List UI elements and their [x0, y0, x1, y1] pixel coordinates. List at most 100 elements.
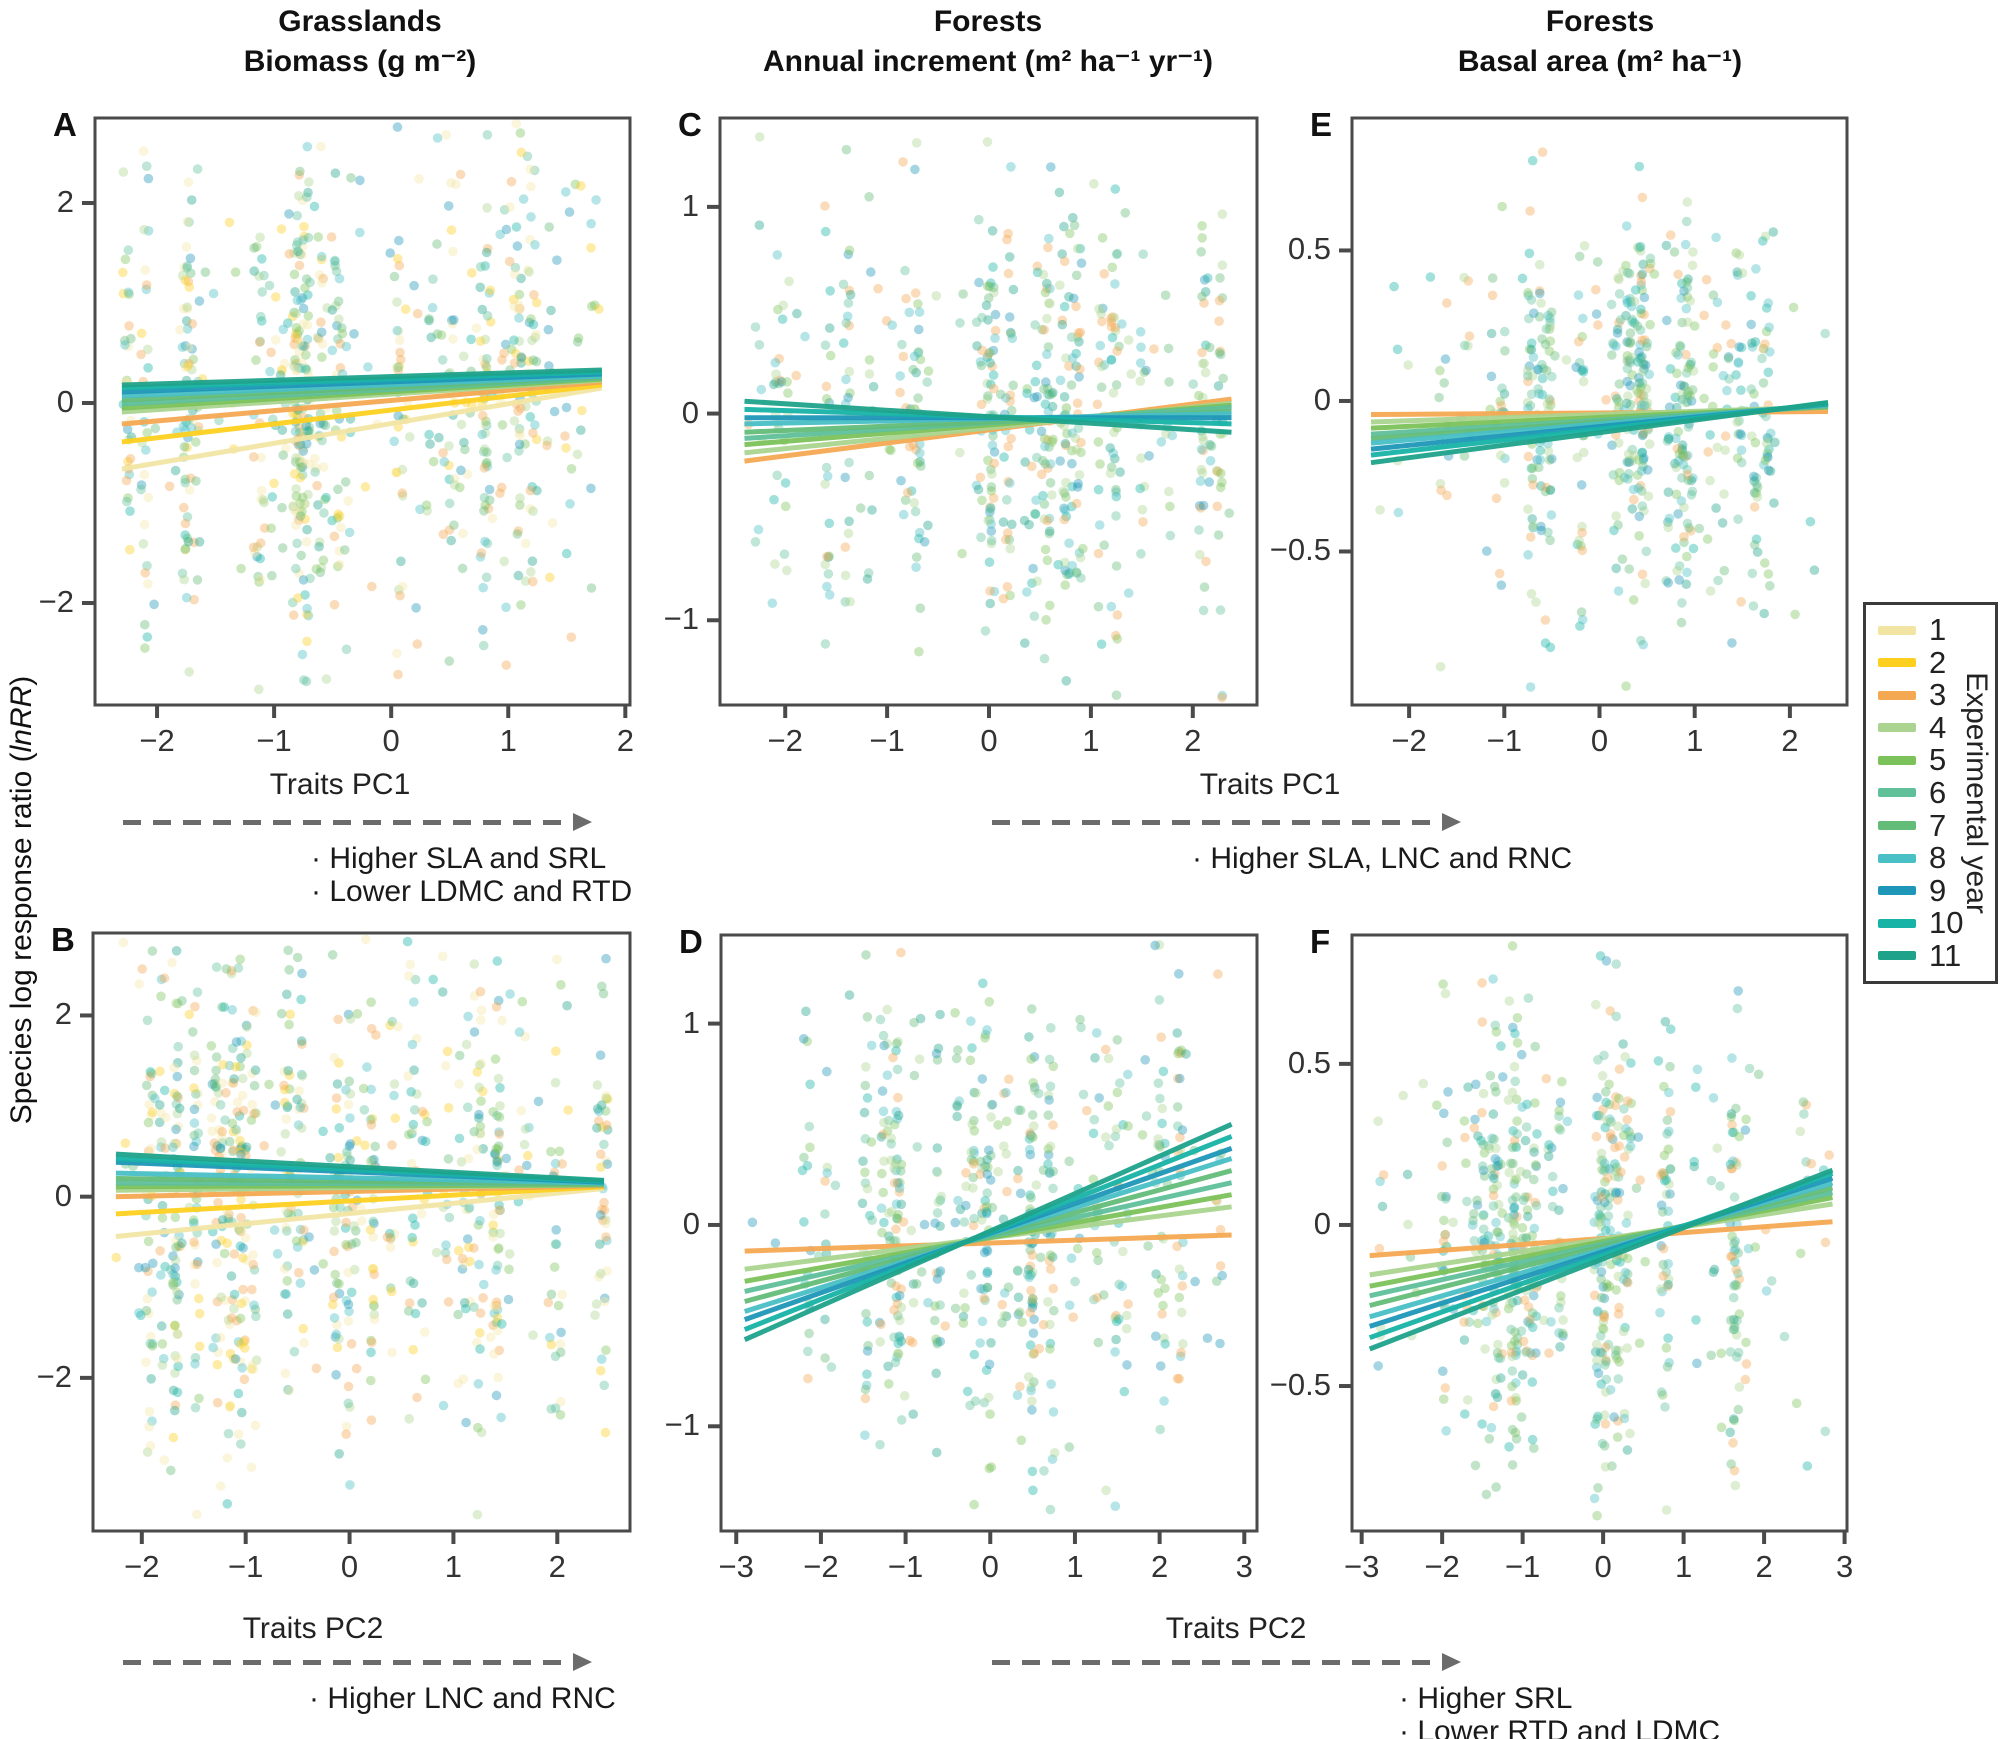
scatter-point [1723, 353, 1734, 364]
scatter-point [1044, 390, 1055, 400]
scatter-point [334, 1123, 345, 1133]
scatter-point [791, 370, 801, 381]
scatter-point [233, 963, 244, 973]
scatter-point [523, 265, 533, 275]
scatter-point [155, 1246, 165, 1256]
scatter-point [1536, 521, 1546, 532]
scatter-point [1403, 1219, 1413, 1230]
scatter-point [301, 364, 311, 375]
scatter-point [1504, 1442, 1514, 1452]
scatter-point [145, 1441, 156, 1451]
scatter-point [513, 300, 524, 310]
scatter-point [1622, 351, 1633, 361]
scatter-point [989, 287, 999, 298]
scatter-point [1093, 548, 1104, 559]
scatter-point [476, 1058, 487, 1069]
scatter-point [281, 1222, 291, 1233]
scatter-point [1614, 1064, 1625, 1074]
scatter-point [1043, 1159, 1053, 1169]
scatter-point [1160, 1283, 1170, 1294]
scatter-point [222, 1453, 233, 1463]
scatter-point [1112, 1087, 1123, 1098]
scatter-point [1030, 509, 1041, 519]
scatter-point [280, 1129, 291, 1139]
scatter-point [1202, 273, 1213, 283]
scatter-point [1623, 1277, 1633, 1288]
scatter-point [779, 549, 790, 559]
scatter-point [1790, 609, 1800, 620]
panel-label-E: E [1310, 106, 1333, 143]
scatter-point [1733, 1404, 1744, 1415]
scatter-point [1657, 1286, 1667, 1297]
scatter-point [1665, 364, 1676, 374]
scatter-point [1712, 297, 1723, 308]
scatter-point [1512, 1339, 1523, 1350]
scatter-point [999, 1141, 1009, 1151]
scatter-point [1111, 484, 1121, 495]
scatter-point [241, 1020, 252, 1031]
scatter-point [986, 1338, 996, 1348]
scatter-point [876, 1319, 886, 1330]
scatter-point [1522, 397, 1533, 408]
scatter-point [1663, 1274, 1674, 1285]
scatter-point [1673, 350, 1683, 360]
scatter-point [234, 1225, 244, 1235]
scatter-point [483, 503, 494, 514]
scatter-point [250, 1420, 261, 1431]
scatter-point [1664, 1357, 1674, 1368]
scatter-point [1692, 1358, 1702, 1369]
scatter-point [1626, 301, 1637, 312]
scatter-point [488, 1209, 499, 1220]
scatter-point [159, 973, 170, 983]
scatter-point [1629, 318, 1640, 328]
scatter-point [985, 1409, 995, 1419]
scatter-point [1057, 315, 1068, 326]
scatter-point [1197, 468, 1208, 478]
scatter-point [391, 467, 402, 478]
scatter-point [543, 324, 554, 335]
scatter-point [475, 1121, 486, 1132]
scatter-point [754, 340, 765, 350]
scatter-point [492, 1260, 503, 1271]
scatter-point [1656, 1387, 1667, 1397]
grass-pc2-direction-arrow [123, 1653, 592, 1671]
scatter-point [200, 267, 211, 278]
scatter-point [1068, 212, 1078, 223]
scatter-point [985, 514, 995, 525]
scatter-point [1674, 448, 1685, 459]
scatter-point [845, 388, 855, 398]
scatter-point [1557, 1076, 1567, 1087]
scatter-point [215, 1143, 226, 1153]
scatter-point [182, 216, 193, 227]
scatter-point [1459, 1116, 1470, 1126]
scatter-point [1479, 1148, 1490, 1158]
scatter-point [1045, 1231, 1056, 1241]
scatter-point [173, 1092, 183, 1103]
scatter-point [1682, 390, 1693, 400]
scatter-point [1644, 439, 1655, 449]
scatter-point [190, 1001, 200, 1012]
scatter-point [363, 362, 373, 372]
scatter-point [1060, 557, 1070, 568]
scatter-point [1030, 508, 1040, 519]
scatter-point [845, 289, 856, 300]
scatter-point [139, 519, 150, 530]
scatter-point [217, 1215, 228, 1225]
scatter-point [157, 1339, 168, 1349]
scatter-point [1108, 388, 1119, 398]
scatter-point [1061, 477, 1071, 488]
scatter-point [229, 1289, 240, 1300]
scatter-point [984, 997, 995, 1007]
scatter-point [1070, 433, 1081, 443]
scatter-point [448, 334, 458, 344]
scatter-point [233, 1388, 244, 1399]
scatter-point [136, 480, 147, 490]
scatter-point [843, 392, 853, 403]
scatter-point [1703, 447, 1713, 457]
scatter-point [1508, 1229, 1518, 1239]
scatter-point [304, 177, 314, 187]
scatter-point [774, 378, 784, 389]
scatter-point [1694, 523, 1705, 534]
scatter-point [296, 550, 307, 561]
scatter-point [777, 314, 788, 325]
